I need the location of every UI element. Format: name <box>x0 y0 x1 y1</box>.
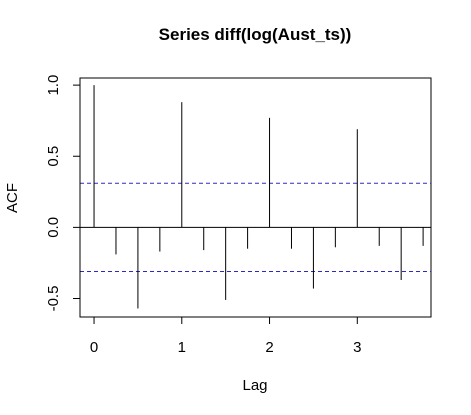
y-axis: -0.5 0.0 0.5 1.0 <box>45 75 81 312</box>
acf-stems <box>93 85 424 309</box>
chart-title: Series diff(log(Aust_ts)) <box>159 25 352 44</box>
y-tick-label-2: 0.5 <box>45 146 62 167</box>
confidence-band-layer <box>80 182 431 272</box>
x-tick-label-1: 1 <box>178 339 186 356</box>
y-tick-label-3: 1.0 <box>45 75 62 96</box>
y-axis-label: ACF <box>4 183 21 213</box>
x-axis-label: Lag <box>242 377 267 394</box>
x-tick-label-2: 2 <box>265 339 273 356</box>
plot-frame <box>79 77 432 318</box>
x-tick-label-0: 0 <box>90 339 98 356</box>
x-tick-label-3: 3 <box>353 339 361 356</box>
y-tick-label-1: 0.0 <box>45 217 62 238</box>
y-tick-label-0: -0.5 <box>45 286 62 312</box>
x-axis: 0 1 2 3 <box>90 316 361 356</box>
